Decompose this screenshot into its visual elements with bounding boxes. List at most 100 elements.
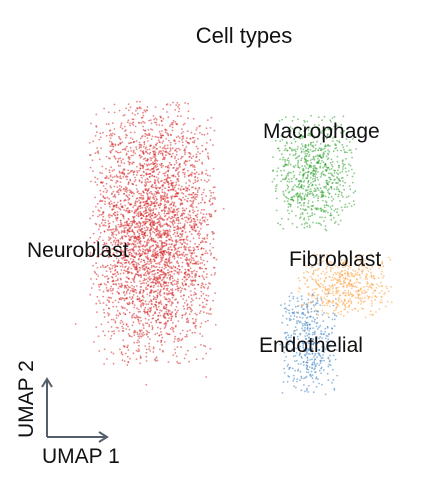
point-endothelial: [329, 344, 332, 347]
point-neuroblast: [130, 191, 133, 194]
point-neuroblast: [156, 191, 159, 194]
point-neuroblast: [127, 217, 130, 220]
point-macrophage: [335, 146, 338, 149]
point-neuroblast: [152, 317, 155, 320]
point-neuroblast: [115, 150, 117, 153]
point-neuroblast: [195, 358, 198, 361]
point-neuroblast: [182, 168, 184, 171]
point-macrophage: [312, 141, 315, 144]
point-neuroblast: [116, 309, 119, 312]
point-macrophage: [306, 177, 309, 180]
point-fibroblast: [367, 297, 370, 300]
point-macrophage: [284, 130, 287, 133]
point-neuroblast: [96, 267, 99, 269]
point-neuroblast: [187, 285, 190, 288]
point-macrophage: [312, 150, 315, 152]
point-neuroblast: [205, 267, 208, 270]
point-neuroblast: [138, 252, 141, 255]
point-neuroblast: [108, 267, 111, 269]
point-neuroblast: [137, 215, 140, 218]
point-fibroblast: [338, 297, 340, 299]
point-neuroblast: [135, 146, 138, 149]
point-fibroblast: [363, 289, 366, 292]
point-fibroblast: [368, 286, 370, 288]
point-neuroblast: [186, 243, 189, 246]
point-neuroblast: [97, 215, 99, 218]
point-macrophage: [335, 188, 338, 191]
point-neuroblast: [177, 135, 180, 138]
point-neuroblast: [191, 272, 194, 275]
point-fibroblast: [337, 266, 339, 269]
point-neuroblast: [182, 137, 185, 140]
point-neuroblast: [123, 360, 126, 362]
point-macrophage: [333, 210, 336, 212]
point-fibroblast: [320, 297, 322, 299]
point-endothelial: [298, 321, 301, 324]
point-neuroblast: [104, 243, 106, 246]
point-fibroblast: [326, 265, 328, 268]
point-macrophage: [283, 149, 286, 152]
point-neuroblast: [168, 233, 170, 236]
point-neuroblast: [131, 297, 134, 299]
point-neuroblast: [175, 104, 178, 106]
point-fibroblast: [297, 290, 300, 293]
point-fibroblast: [342, 301, 344, 304]
point-fibroblast: [380, 296, 383, 298]
point-neuroblast: [113, 195, 116, 198]
point-neuroblast: [148, 271, 150, 273]
point-macrophage: [302, 208, 304, 211]
point-neuroblast: [164, 312, 167, 315]
point-neuroblast: [142, 125, 145, 128]
point-neuroblast: [188, 258, 191, 261]
point-neuroblast: [191, 276, 194, 278]
point-neuroblast: [193, 139, 196, 142]
point-neuroblast: [141, 282, 144, 284]
point-neuroblast: [202, 241, 204, 243]
point-neuroblast: [129, 122, 131, 125]
point-neuroblast: [199, 310, 202, 312]
point-neuroblast: [134, 256, 136, 259]
point-endothelial: [288, 336, 290, 339]
point-macrophage: [337, 195, 340, 198]
point-endothelial: [286, 331, 289, 334]
point-neuroblast: [211, 203, 214, 206]
point-neuroblast: [209, 127, 212, 129]
point-neuroblast: [168, 260, 171, 263]
point-macrophage: [276, 170, 279, 173]
point-neuroblast: [200, 286, 203, 289]
point-neuroblast: [209, 307, 212, 310]
point-macrophage: [323, 204, 326, 207]
point-fibroblast: [307, 301, 310, 304]
point-neuroblast: [170, 184, 173, 187]
point-fibroblast: [328, 262, 331, 265]
point-neuroblast: [181, 192, 183, 194]
point-neuroblast: [160, 333, 163, 336]
point-neuroblast: [171, 174, 173, 177]
point-endothelial: [320, 330, 323, 333]
point-macrophage: [289, 163, 292, 166]
point-neuroblast: [188, 269, 190, 271]
point-neuroblast: [148, 148, 151, 151]
point-neuroblast: [111, 134, 113, 137]
point-neuroblast: [159, 270, 162, 273]
point-macrophage: [289, 126, 292, 128]
point-macrophage: [305, 162, 308, 165]
point-neuroblast: [207, 223, 210, 226]
point-macrophage: [337, 223, 340, 226]
point-neuroblast: [156, 218, 159, 221]
point-neuroblast: [136, 307, 138, 310]
point-endothelial: [312, 316, 315, 319]
point-neuroblast: [131, 122, 134, 125]
point-neuroblast: [144, 234, 146, 237]
point-neuroblast: [133, 341, 136, 344]
point-neuroblast: [116, 201, 119, 204]
point-macrophage: [303, 151, 305, 153]
point-neuroblast: [191, 253, 193, 255]
point-fibroblast: [372, 292, 374, 294]
point-neuroblast: [106, 196, 109, 199]
point-neuroblast: [127, 361, 130, 364]
point-neuroblast: [111, 280, 114, 283]
point-neuroblast: [184, 164, 187, 166]
point-neuroblast: [186, 321, 188, 323]
point-neuroblast: [212, 144, 214, 147]
